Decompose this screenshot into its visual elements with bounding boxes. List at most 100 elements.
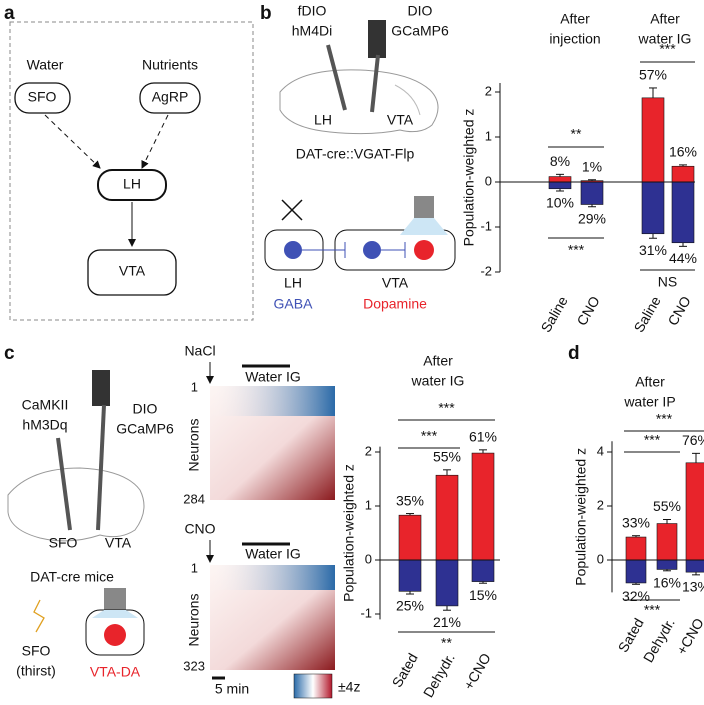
y-tick-label: -1 xyxy=(480,218,492,233)
label: GCaMP6 xyxy=(391,23,449,39)
label: Water IG xyxy=(245,546,301,562)
y-tick-label: 2 xyxy=(485,83,492,98)
label: (thirst) xyxy=(16,663,56,679)
label: hM3Dq xyxy=(22,417,67,433)
bar-annotation: 15% xyxy=(469,587,497,603)
bar xyxy=(671,181,695,244)
bar-annotation: 8% xyxy=(550,153,570,169)
x-tick-label: CNO xyxy=(664,293,693,328)
label: Dopamine xyxy=(363,296,427,312)
bar xyxy=(471,452,495,561)
panel-a: a Water Nutrients SFO AgRP LH VTA xyxy=(4,3,254,321)
label: fDIO xyxy=(298,3,327,19)
bar xyxy=(685,559,704,573)
x-tick-label: CNO xyxy=(573,293,602,328)
y-axis-label: Population-weighted z xyxy=(573,448,589,586)
y-tick-label: 1 xyxy=(485,128,492,143)
label: DAT-cre::VGAT-Flp xyxy=(296,146,415,162)
label: DIO xyxy=(133,401,158,417)
bar-annotation: 76% xyxy=(682,432,704,448)
label: DIO xyxy=(408,3,433,19)
label: Water xyxy=(27,57,64,73)
significance-label: *** xyxy=(568,242,585,258)
panel-letter: d xyxy=(568,343,580,364)
y-tick-label: -1 xyxy=(360,605,372,620)
panel-c-diagram: c CaMKII hM3Dq DIO GCaMP6 SFO VTA DAT-cr… xyxy=(4,343,360,699)
y-tick-label: 0 xyxy=(365,551,372,566)
label: Neurons xyxy=(186,419,202,472)
label: SFO xyxy=(22,643,51,659)
panel-letter: b xyxy=(260,3,272,24)
label: DAT-cre mice xyxy=(30,569,114,585)
y-tick-label: -2 xyxy=(480,263,492,278)
group-label: water IG xyxy=(411,373,465,389)
significance-label: *** xyxy=(659,41,676,57)
group-label: After xyxy=(560,11,590,27)
bar xyxy=(625,536,647,561)
bar-annotation: 57% xyxy=(639,67,667,83)
significance-label: *** xyxy=(644,432,661,448)
significance-label: ** xyxy=(441,635,452,651)
node-label: VTA xyxy=(119,263,146,279)
bar xyxy=(471,559,495,582)
bar-annotation: 16% xyxy=(669,144,697,160)
bar-annotation: 10% xyxy=(546,195,574,211)
y-tick-label: 0 xyxy=(597,551,604,566)
label: LH xyxy=(284,275,302,291)
label: 323 xyxy=(183,658,205,673)
bar xyxy=(435,559,459,607)
group-label: After xyxy=(650,11,680,27)
bar xyxy=(656,523,678,561)
label: Neurons xyxy=(186,594,202,647)
bar-annotation: 55% xyxy=(433,449,461,465)
label: hM4Di xyxy=(292,23,332,39)
y-tick-label: 2 xyxy=(365,443,372,458)
significance-label: *** xyxy=(644,602,661,618)
bar-annotation: 16% xyxy=(653,575,681,591)
bar xyxy=(625,559,647,584)
label: CNO xyxy=(184,521,215,537)
node-label: AgRP xyxy=(152,89,189,105)
x-tick-label: +CNO xyxy=(673,615,704,657)
x-tick-label: Saline xyxy=(537,293,570,335)
group-label: water IP xyxy=(623,394,675,410)
label: CaMKII xyxy=(22,397,69,413)
bar-annotation: 1% xyxy=(582,158,602,174)
bar-annotation: 25% xyxy=(396,598,424,614)
y-tick-label: 0 xyxy=(485,173,492,188)
bar-annotation: 61% xyxy=(469,429,497,445)
group-label: After xyxy=(635,374,665,390)
bar-annotation: 33% xyxy=(622,514,650,530)
x-tick-label: Dehydr. xyxy=(420,650,458,700)
y-tick-label: 2 xyxy=(597,497,604,512)
label: 1 xyxy=(191,560,198,575)
bar-annotation: 44% xyxy=(669,250,697,266)
bar-annotation: 31% xyxy=(639,242,667,258)
bar xyxy=(641,181,665,235)
bar xyxy=(641,97,665,183)
x-tick-label: Sated xyxy=(615,615,647,655)
significance-label: NS xyxy=(658,274,677,290)
bar xyxy=(685,462,704,561)
y-axis-label: Population-weighted z xyxy=(341,464,357,602)
bar-annotation: 55% xyxy=(653,498,681,514)
label: LH xyxy=(314,112,332,128)
group-label: water IG xyxy=(638,31,692,47)
label: 5 min xyxy=(215,681,249,697)
node-label: SFO xyxy=(28,89,57,105)
label: VTA xyxy=(387,112,414,128)
bar-annotation: 13% xyxy=(682,579,704,595)
significance-label: *** xyxy=(438,400,455,416)
label: ±4z xyxy=(338,679,360,695)
significance-label: *** xyxy=(656,411,673,427)
bar-annotation: 29% xyxy=(578,210,606,226)
significance-label: ** xyxy=(571,126,582,142)
bar xyxy=(656,559,678,570)
bar-annotation: 35% xyxy=(396,492,424,508)
bar xyxy=(548,181,572,190)
y-axis-label: Population-weighted z xyxy=(461,109,477,247)
label: SFO xyxy=(49,535,78,551)
label: Water IG xyxy=(245,369,301,385)
y-tick-label: 1 xyxy=(365,497,372,512)
label: VTA-DA xyxy=(90,664,141,680)
